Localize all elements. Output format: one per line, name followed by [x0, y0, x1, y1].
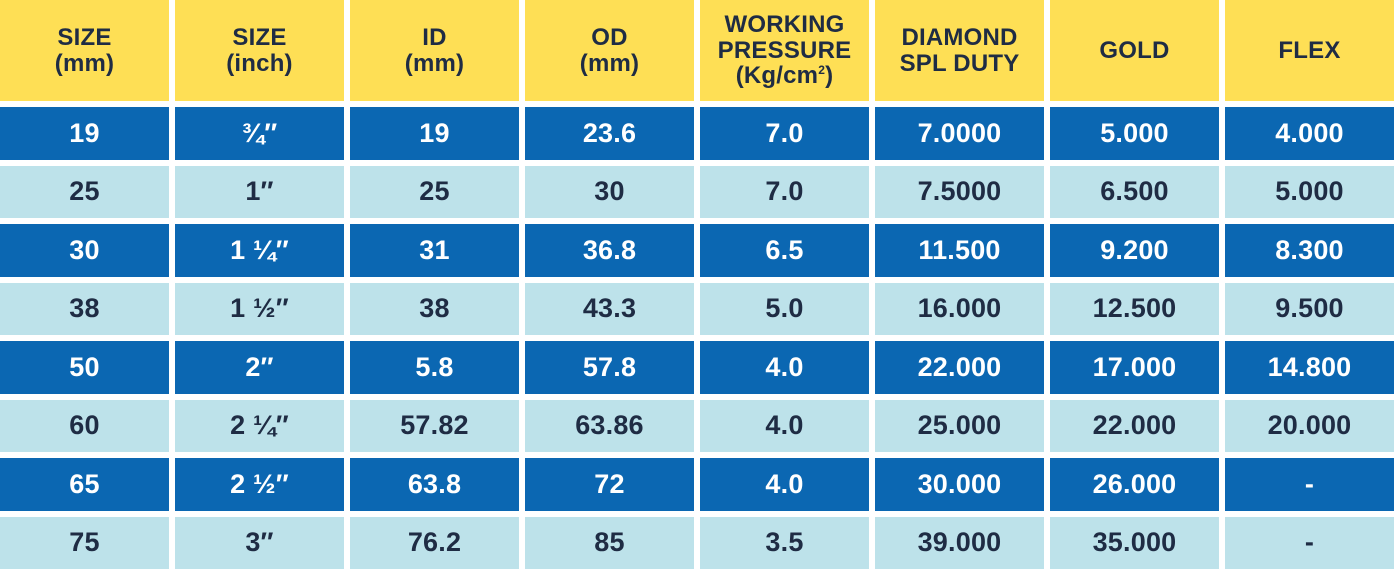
cell-size-mm: 30 [0, 224, 169, 277]
cell-diamond-spl-duty: 30.000 [875, 458, 1044, 511]
cell-gold: 9.200 [1050, 224, 1219, 277]
cell-od-mm: 63.86 [525, 399, 694, 452]
cell-working-pressure: 4.0 [700, 341, 869, 394]
header-line: (mm) [54, 49, 115, 77]
header-line: SPL DUTY [899, 49, 1020, 77]
header-line: (Kg/cm2) [735, 62, 834, 90]
header-line: FLEX [1278, 36, 1341, 64]
cell-size-inch: 2 ½″ [175, 458, 344, 511]
cell-working-pressure: 7.0 [700, 107, 869, 160]
cell-flex: 14.800 [1225, 341, 1394, 394]
cell-id-mm: 19 [350, 107, 519, 160]
cell-working-pressure: 7.0 [700, 165, 869, 218]
cell-id-mm: 38 [350, 282, 519, 335]
cell-gold: 26.000 [1050, 458, 1219, 511]
cell-id-mm: 5.8 [350, 341, 519, 394]
header-od-mm: OD (mm) [525, 0, 694, 101]
cell-working-pressure: 5.0 [700, 282, 869, 335]
cell-od-mm: 36.8 [525, 224, 694, 277]
cell-diamond-spl-duty: 39.000 [875, 516, 1044, 569]
cell-diamond-spl-duty: 7.0000 [875, 107, 1044, 160]
header-line: (inch) [226, 49, 293, 77]
cell-od-mm: 23.6 [525, 107, 694, 160]
cell-id-mm: 25 [350, 165, 519, 218]
header-size-mm: SIZE (mm) [0, 0, 169, 101]
cell-size-inch: 2″ [175, 341, 344, 394]
header-line: ID [422, 24, 447, 52]
header-line: GOLD [1099, 36, 1170, 64]
cell-size-mm: 25 [0, 165, 169, 218]
cell-size-mm: 75 [0, 516, 169, 569]
cell-size-mm: 19 [0, 107, 169, 160]
header-line: (mm) [404, 49, 465, 77]
header-size-inch: SIZE (inch) [175, 0, 344, 101]
cell-od-mm: 43.3 [525, 282, 694, 335]
cell-diamond-spl-duty: 22.000 [875, 341, 1044, 394]
cell-diamond-spl-duty: 7.5000 [875, 165, 1044, 218]
cell-od-mm: 30 [525, 165, 694, 218]
cell-id-mm: 63.8 [350, 458, 519, 511]
header-line: SIZE [232, 24, 287, 52]
cell-gold: 17.000 [1050, 341, 1219, 394]
cell-id-mm: 57.82 [350, 399, 519, 452]
cell-gold: 22.000 [1050, 399, 1219, 452]
header-line: DIAMOND [901, 24, 1018, 52]
header-flex: FLEX [1225, 0, 1394, 101]
cell-working-pressure: 6.5 [700, 224, 869, 277]
cell-flex: 20.000 [1225, 399, 1394, 452]
cell-size-inch: 1 ¼″ [175, 224, 344, 277]
cell-diamond-spl-duty: 11.500 [875, 224, 1044, 277]
cell-flex: - [1225, 516, 1394, 569]
cell-size-inch: ¾″ [175, 107, 344, 160]
header-line: WORKING [724, 11, 845, 39]
header-gold: GOLD [1050, 0, 1219, 101]
cell-od-mm: 72 [525, 458, 694, 511]
cell-size-inch: 3″ [175, 516, 344, 569]
cell-id-mm: 76.2 [350, 516, 519, 569]
header-working-pressure: WORKING PRESSURE (Kg/cm2) [700, 0, 869, 101]
cell-flex: 4.000 [1225, 107, 1394, 160]
cell-flex: 5.000 [1225, 165, 1394, 218]
cell-flex: 9.500 [1225, 282, 1394, 335]
header-id-mm: ID (mm) [350, 0, 519, 101]
header-line: OD [591, 24, 628, 52]
header-line: (mm) [579, 49, 640, 77]
header-line: SIZE [57, 24, 112, 52]
cell-size-mm: 50 [0, 341, 169, 394]
cell-size-mm: 65 [0, 458, 169, 511]
cell-size-mm: 60 [0, 399, 169, 452]
cell-size-inch: 1″ [175, 165, 344, 218]
cell-working-pressure: 4.0 [700, 399, 869, 452]
header-line: PRESSURE [717, 36, 852, 64]
cell-diamond-spl-duty: 25.000 [875, 399, 1044, 452]
header-diamond-spl-duty: DIAMOND SPL DUTY [875, 0, 1044, 101]
cell-gold: 12.500 [1050, 282, 1219, 335]
cell-size-inch: 2 ¼″ [175, 399, 344, 452]
cell-gold: 35.000 [1050, 516, 1219, 569]
cell-gold: 5.000 [1050, 107, 1219, 160]
cell-id-mm: 31 [350, 224, 519, 277]
cell-working-pressure: 4.0 [700, 458, 869, 511]
cell-size-mm: 38 [0, 282, 169, 335]
cell-working-pressure: 3.5 [700, 516, 869, 569]
cell-flex: - [1225, 458, 1394, 511]
cell-flex: 8.300 [1225, 224, 1394, 277]
cell-od-mm: 85 [525, 516, 694, 569]
cell-diamond-spl-duty: 16.000 [875, 282, 1044, 335]
cell-gold: 6.500 [1050, 165, 1219, 218]
cell-size-inch: 1 ½″ [175, 282, 344, 335]
cell-od-mm: 57.8 [525, 341, 694, 394]
